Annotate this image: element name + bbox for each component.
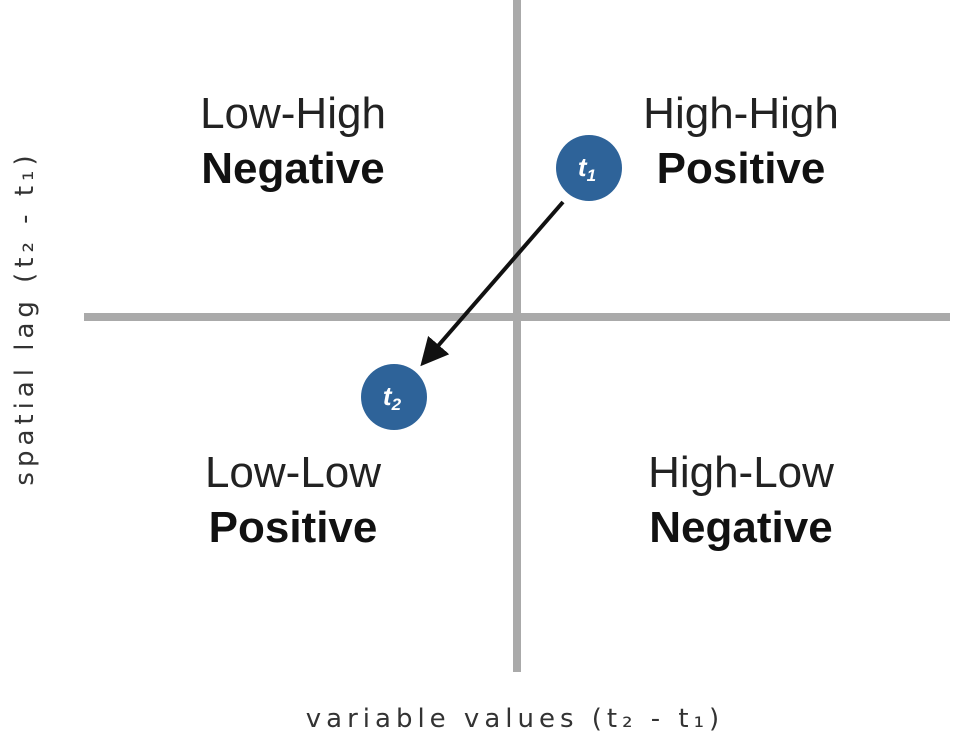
node-t1-label-sub: 1 [587,166,596,185]
node-t2: t2 [361,364,427,430]
node-t1-label: t1 [578,152,596,185]
quadrant-top-right-line2: Positive [657,144,826,193]
quadrant-bottom-right-line1: High-Low [648,448,834,497]
quadrant-top-left-line1: Low-High [200,89,386,138]
node-t1: t1 [556,135,622,201]
quadrant-bottom-right-line2: Negative [649,503,832,552]
node-t2-label-sub: 2 [391,395,402,414]
quadrant-bottom-left-line1: Low-Low [205,448,381,497]
quadrant-top-right-line1: High-High [643,89,839,138]
quadrant-bottom-left-line2: Positive [209,503,378,552]
y-axis-title: spatial lag (t₂ - t₁) [10,150,40,485]
node-t1-circle [556,135,622,201]
x-axis-title: variable values (t₂ - t₁) [306,704,724,734]
node-t2-circle [361,364,427,430]
node-t1-label-main: t [578,152,588,182]
transition-arrow [420,200,565,367]
node-t2-label-main: t [383,381,393,411]
quadrant-top-left-line2: Negative [201,144,384,193]
node-t2-label: t2 [383,381,402,414]
